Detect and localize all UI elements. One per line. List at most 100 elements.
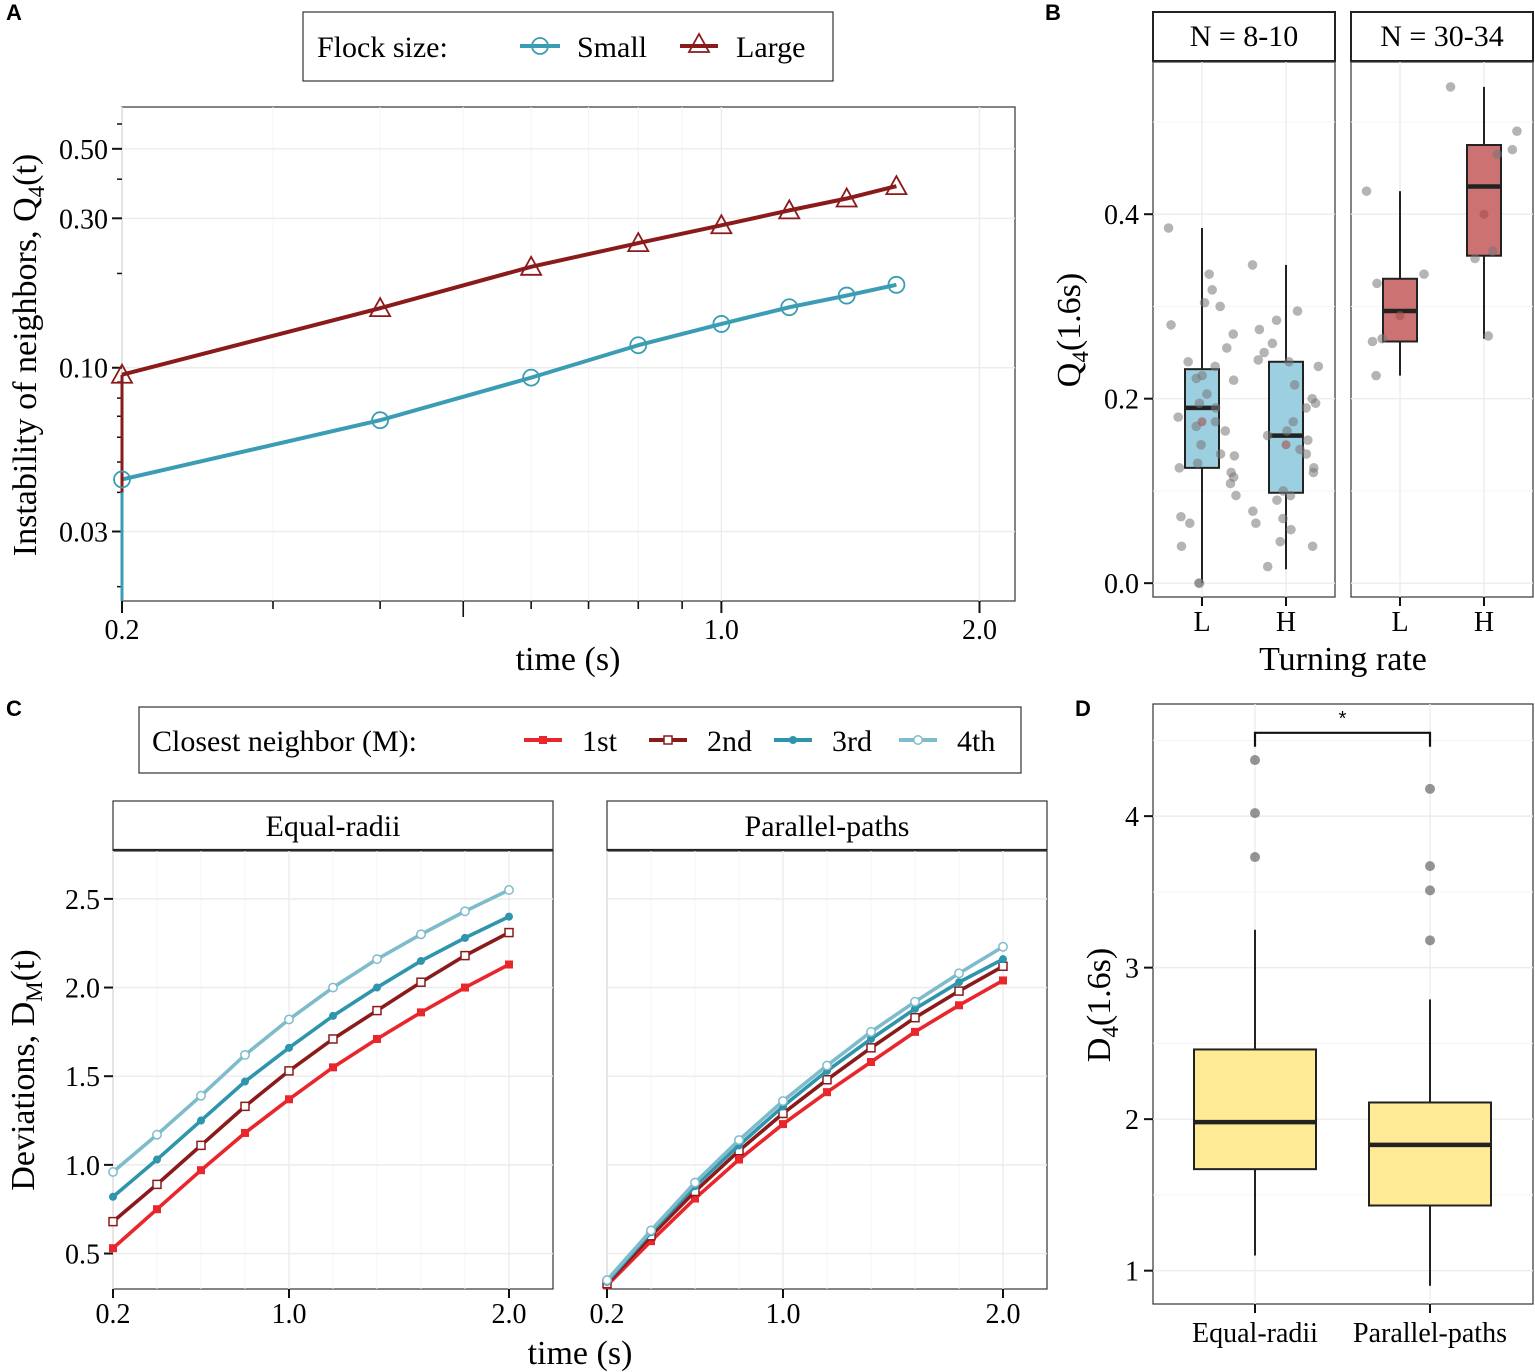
- jitter-point: [1284, 356, 1294, 367]
- data-point-2nd: [460, 950, 470, 961]
- panel-b-facet1-plot: [1152, 61, 1336, 598]
- jitter-point: [1487, 246, 1498, 256]
- data-point-2nd: [372, 1005, 382, 1016]
- data-point-small: [522, 368, 541, 387]
- panel-b-facet1-label: N = 8-10: [1190, 20, 1299, 53]
- outlier-point: [1425, 935, 1435, 946]
- data-point-3rd: [197, 1116, 205, 1125]
- data-point-1st: [691, 1194, 699, 1203]
- data-point-3rd: [373, 983, 381, 992]
- jitter-point: [1247, 260, 1258, 270]
- data-point-4th: [954, 968, 964, 979]
- series-line-1st: [111, 962, 510, 1250]
- jitter-point: [1512, 126, 1522, 136]
- panel-b-ylabel: Q4(1.6s): [1051, 273, 1093, 387]
- data-point-4th: [416, 929, 426, 940]
- panel-c-facet1-label: Equal-radii: [266, 810, 401, 843]
- data-point-3rd: [329, 1011, 337, 1020]
- data-point-large: [835, 186, 859, 208]
- outlier-point: [1425, 783, 1435, 794]
- data-point-2nd: [108, 1216, 118, 1227]
- x-tick-label: 2.0: [986, 1299, 1021, 1330]
- jitter-point: [1262, 561, 1273, 572]
- jitter-point: [1278, 513, 1288, 524]
- data-point-1st: [109, 1244, 117, 1253]
- data-point-2nd: [910, 1012, 920, 1023]
- y-tick-label: 1.5: [65, 1062, 100, 1093]
- panel-letter-a: A: [6, 0, 22, 25]
- y-tick-label: 0.30: [59, 204, 108, 235]
- panel-c: Closest neighbor (M): 1st 2nd 3rd 4th Eq…: [5, 706, 1048, 1372]
- data-point-4th: [504, 885, 514, 895]
- outlier-point: [1425, 885, 1435, 896]
- jitter-point: [1271, 315, 1282, 326]
- y-tick-label: 0.0: [1104, 569, 1139, 600]
- y-tick-label: 0.03: [59, 518, 108, 549]
- data-point-2nd: [998, 961, 1008, 972]
- panel-a-legend-large: Large: [736, 31, 805, 64]
- data-point-small: [837, 286, 856, 305]
- series-line-4th: [111, 888, 510, 1174]
- data-point-1st: [417, 1008, 425, 1017]
- jitter-point: [1288, 416, 1299, 427]
- data-point-4th: [196, 1090, 206, 1101]
- legend-key-marker-3rd: [789, 736, 797, 744]
- jitter-point: [1310, 398, 1321, 409]
- panel-b-facet2-plot: [1350, 61, 1534, 598]
- series-line-4th: [605, 945, 1004, 1282]
- data-point-4th: [866, 1026, 876, 1037]
- jitter-point: [1371, 370, 1381, 381]
- data-point-1st: [779, 1120, 787, 1129]
- y-tick-label: 4: [1125, 802, 1139, 833]
- outlier-point: [1250, 755, 1260, 766]
- data-point-2nd: [328, 1034, 338, 1044]
- y-tick-label: 0.10: [59, 354, 108, 385]
- jitter-point: [1286, 524, 1296, 535]
- panel-c-legend-3rd: 3rd: [832, 725, 872, 758]
- series-line-large: [121, 184, 897, 377]
- data-point-4th: [602, 1275, 612, 1286]
- panel-c-facet1-strip: [112, 800, 554, 851]
- series-line-2nd: [605, 964, 1004, 1285]
- data-point-4th: [910, 996, 920, 1007]
- y-tick-label: 2: [1125, 1105, 1139, 1136]
- jitter-point: [1361, 186, 1372, 196]
- panel-c-ylabel: Deviations, DM(t): [5, 949, 47, 1190]
- data-point-2nd: [240, 1101, 250, 1112]
- panel-d: Equal-radii Parallel-paths * 1 2 3 4 D4(1.6s): [1081, 703, 1534, 1349]
- panel-d-ylabel: D4(1.6s): [1081, 948, 1123, 1062]
- panel-a-plot-area: [121, 106, 1016, 602]
- data-point-1st: [461, 983, 469, 992]
- jitter-point: [1492, 149, 1503, 160]
- panel-a-legend-box: [302, 11, 834, 82]
- y-tick-label: 2.5: [65, 885, 100, 916]
- jitter-point: [1173, 412, 1183, 422]
- data-point-1st: [999, 976, 1007, 985]
- jitter-point: [1445, 82, 1456, 92]
- jitter-point: [1183, 356, 1193, 367]
- data-point-4th: [240, 1049, 250, 1060]
- data-point-1st: [373, 1034, 381, 1043]
- jitter-point: [1278, 486, 1289, 496]
- data-point-large: [884, 174, 908, 196]
- data-point-2nd: [152, 1179, 162, 1190]
- outlier-point: [1250, 808, 1260, 819]
- panel-b-facet1-strip: [1152, 11, 1336, 62]
- data-point-large: [777, 198, 801, 220]
- panel-a: Flock size: Small Large 0.03 0.10 0.30 0.50…: [7, 11, 1016, 678]
- jitter-point: [1191, 373, 1202, 384]
- y-tick-label: 0.5: [65, 1240, 100, 1271]
- data-point-4th: [646, 1225, 656, 1236]
- jitter-point: [1176, 511, 1186, 522]
- x-tick-label: Parallel-paths: [1353, 1318, 1507, 1349]
- jitter-point: [1222, 343, 1232, 353]
- data-point-3rd: [461, 933, 469, 942]
- legend-key-marker-2nd: [663, 735, 673, 745]
- jitter-point: [1313, 361, 1324, 372]
- jitter-point: [1367, 336, 1378, 347]
- jitter-point: [1228, 329, 1239, 339]
- data-point-small: [113, 470, 131, 489]
- jitter-point: [1254, 324, 1265, 335]
- jitter-point: [1253, 355, 1264, 365]
- legend-key-marker-4th: [913, 735, 923, 745]
